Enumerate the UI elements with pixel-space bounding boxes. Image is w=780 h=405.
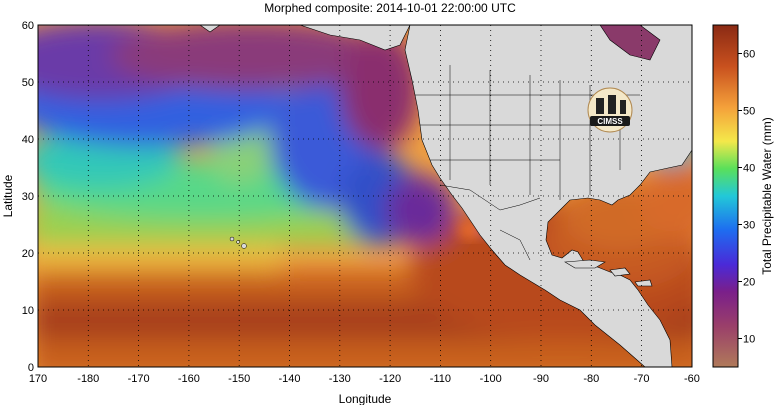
x-tick-label: -140 <box>278 373 300 385</box>
x-tick-label: -120 <box>379 373 401 385</box>
colorbar-tick-labels: 10 20 30 40 50 60 <box>738 49 755 346</box>
y-tick-label: 10 <box>22 305 34 317</box>
colorbar-label: Total Precipitable Water (mm) <box>760 117 774 275</box>
x-tick-label: -110 <box>430 373 451 385</box>
x-tick-label: -60 <box>684 373 700 385</box>
colorbar-tick-label: 10 <box>743 334 755 346</box>
colorbar-tick-label: 60 <box>743 49 755 61</box>
y-tick-label: 50 <box>22 77 34 89</box>
y-tick-labels: 0 10 20 30 40 50 60 <box>22 20 34 374</box>
y-tick-label: 30 <box>22 191 34 203</box>
colorbar <box>712 24 739 368</box>
x-tick-label: -150 <box>228 373 250 385</box>
x-tick-labels: 170 -180 -170 -160 -150 -140 -130 -120 -110 -100 -… <box>29 373 700 385</box>
x-tick-label: -100 <box>480 373 502 385</box>
x-tick-label: -180 <box>77 373 99 385</box>
x-tick-label: 170 <box>29 373 47 385</box>
y-tick-label: 0 <box>28 362 34 374</box>
colorbar-tick-label: 50 <box>743 106 755 118</box>
y-tick-label: 20 <box>22 248 34 260</box>
x-tick-label: -90 <box>533 373 549 385</box>
logo-text: CIMSS <box>597 117 623 126</box>
map-area <box>38 25 692 367</box>
x-tick-label: -70 <box>634 373 650 385</box>
map-grid <box>38 25 693 367</box>
x-tick-label: -130 <box>329 373 351 385</box>
colorbar-tick-label: 40 <box>743 163 755 175</box>
x-tick-label: -80 <box>583 373 599 385</box>
x-axis-label: Longitude <box>339 392 392 405</box>
x-tick-label: -170 <box>128 373 150 385</box>
hawaii-islands <box>229 236 247 249</box>
map-title: Morphed composite: 2014-10-01 22:00:00 U… <box>264 1 516 15</box>
map-frame <box>37 24 693 368</box>
y-axis-label: Latitude <box>1 174 15 217</box>
y-tick-label: 60 <box>22 20 34 32</box>
y-tick-label: 40 <box>22 134 34 146</box>
colorbar-tick-label: 20 <box>743 277 755 289</box>
colorbar-tick-label: 30 <box>743 220 755 232</box>
x-tick-label: -160 <box>178 373 200 385</box>
cimss-logo: CIMSS <box>587 87 633 133</box>
